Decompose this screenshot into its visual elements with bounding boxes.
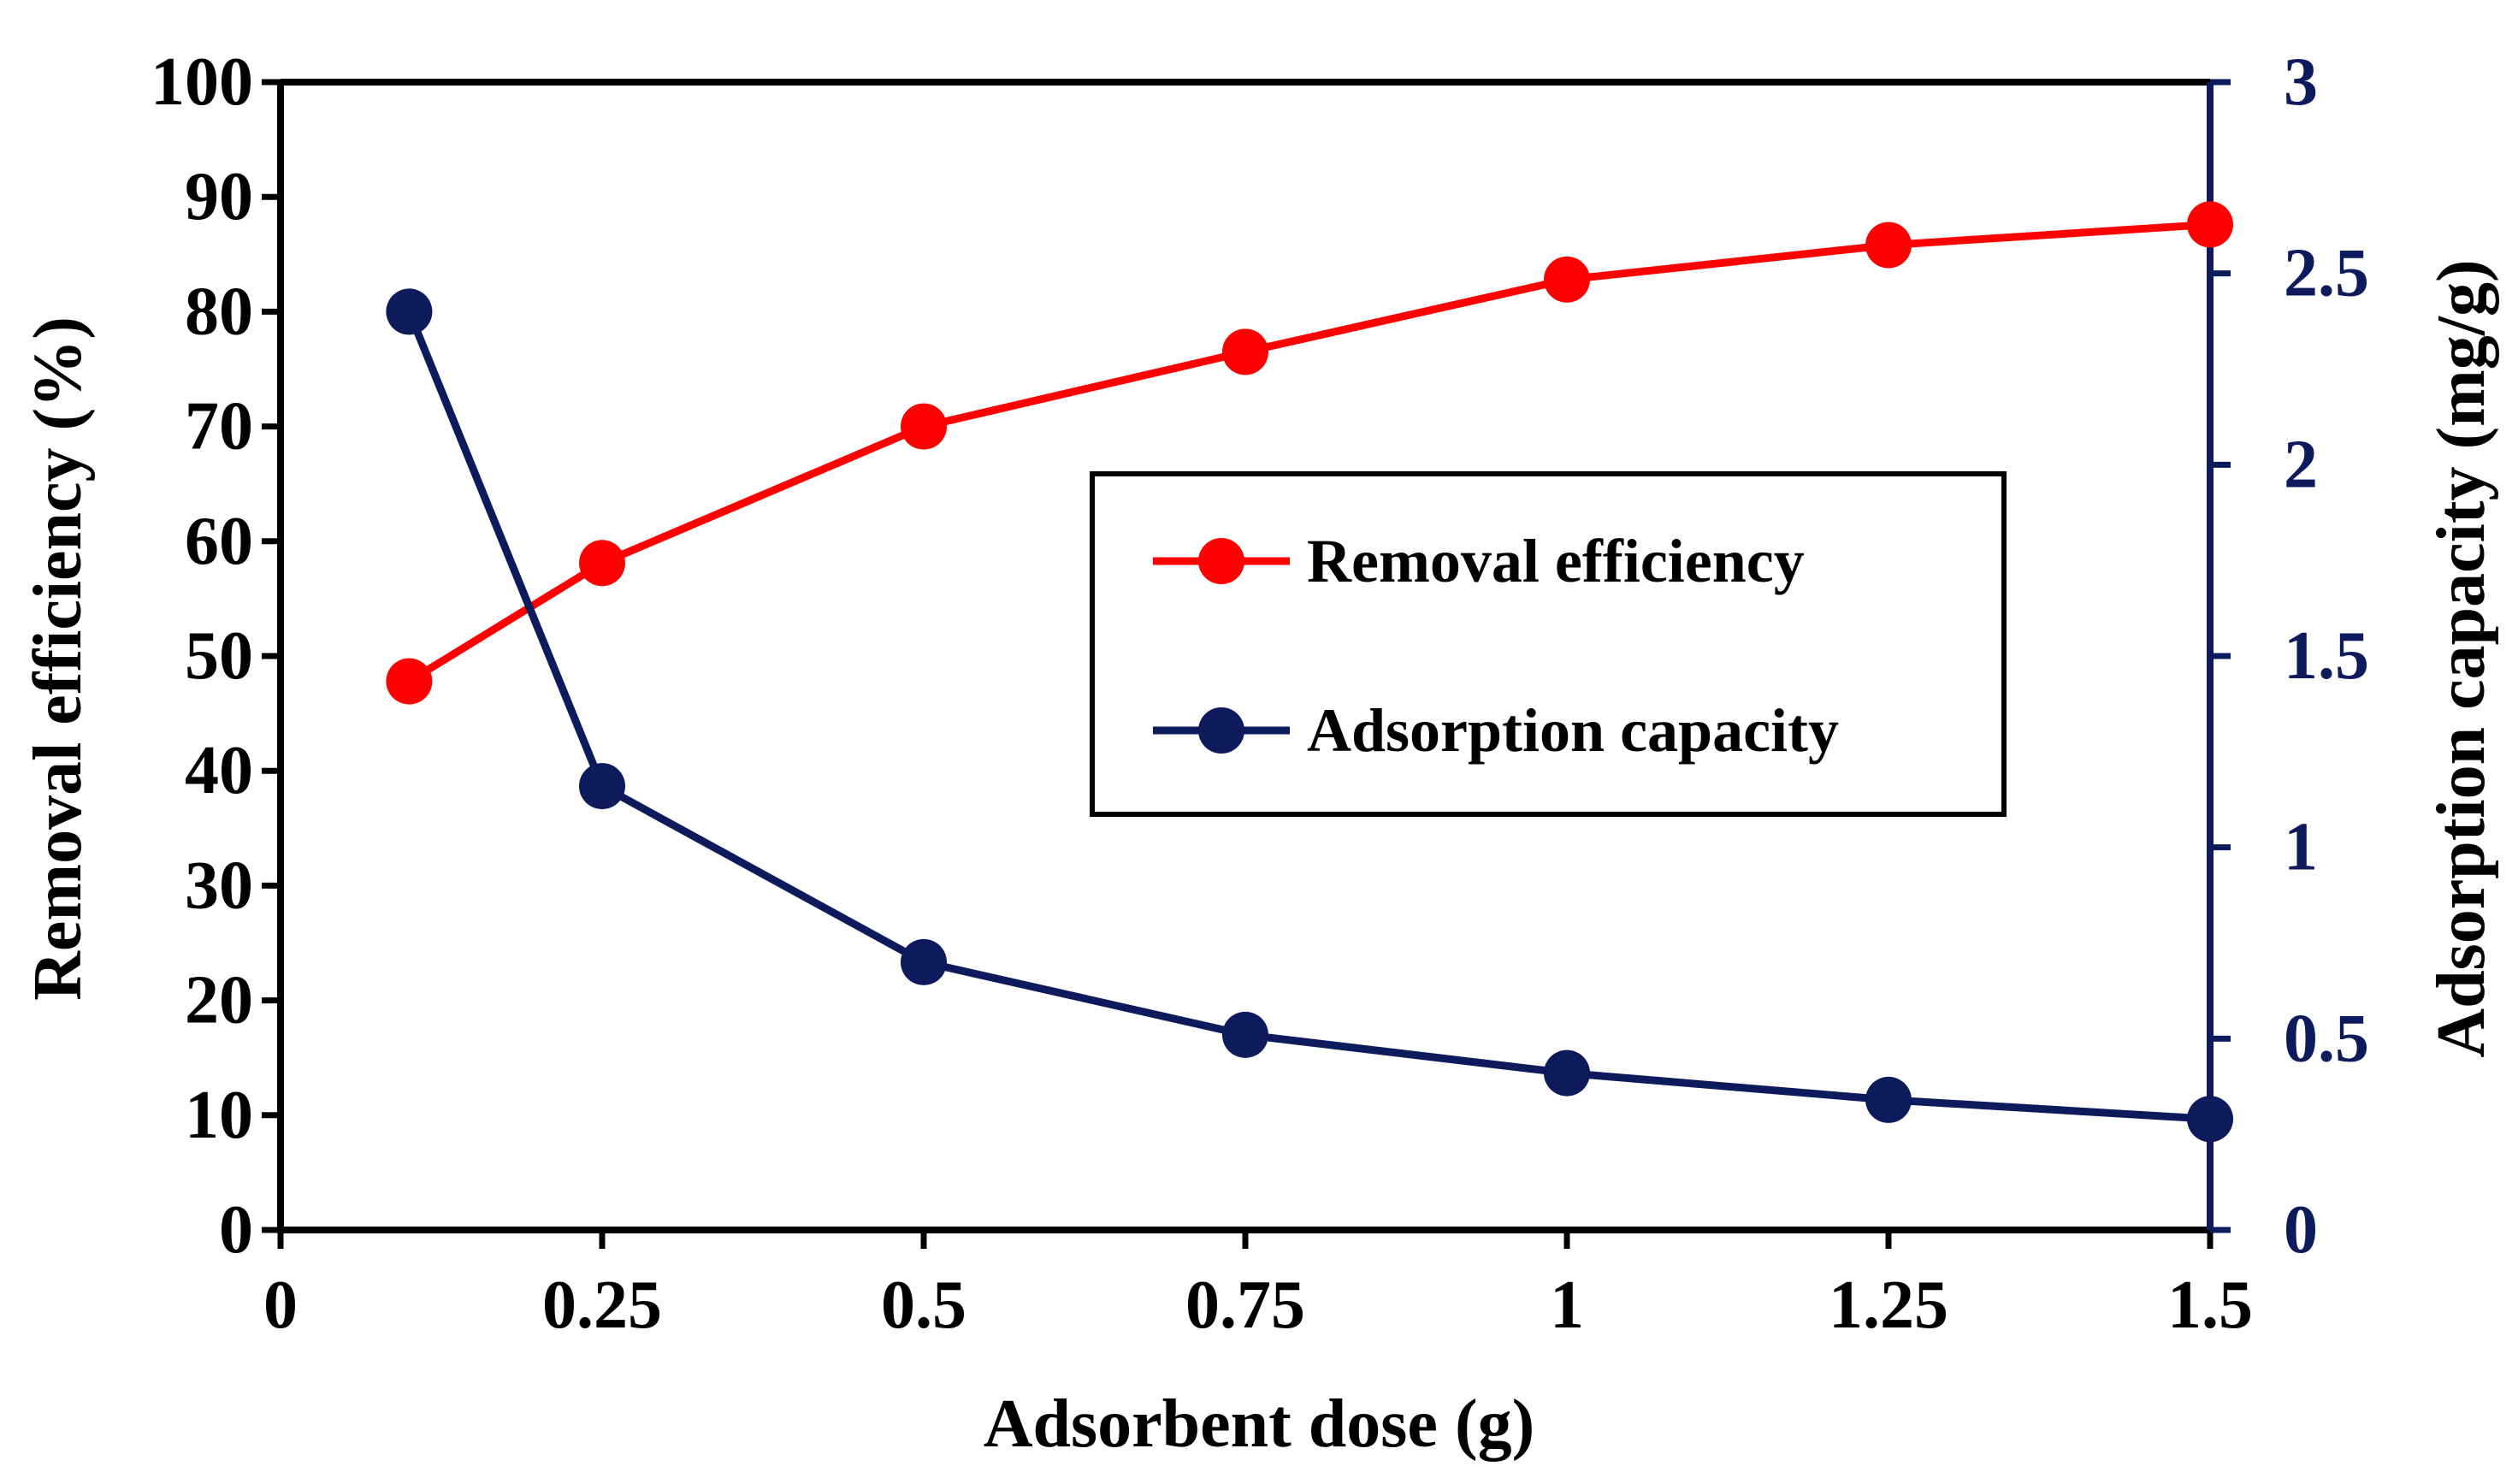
y-tick-label: 100 <box>151 44 253 120</box>
y-tick-label: 60 <box>185 504 253 579</box>
axes: 0 0.25 0.5 0.75 1 1.25 1.501020304050607080901… <box>151 44 2369 1343</box>
legend-marker-adsorption-capacity <box>1198 707 1244 754</box>
data-point-adsorption-capacity <box>901 938 947 985</box>
data-point-adsorption-capacity <box>579 763 625 810</box>
x-tick-label: 0 <box>263 1268 298 1343</box>
y-axis-title: Removal efficiency (%) <box>21 316 96 1001</box>
y2-tick-label: 2.5 <box>2284 236 2369 311</box>
data-point-removal-efficiency <box>1222 328 1268 375</box>
y-tick-label: 30 <box>185 848 253 923</box>
y-tick-label: 40 <box>185 733 253 808</box>
data-point-removal-efficiency <box>386 658 433 705</box>
y2-tick-label: 0 <box>2284 1192 2318 1268</box>
y2-axis-title: Adsorption capacity (mg/g) <box>2424 259 2499 1057</box>
y2-tick-label: 2 <box>2284 427 2318 502</box>
x-tick-label: 1.5 <box>2167 1268 2253 1343</box>
legend: Removal efficiency Adsorption capacity <box>1090 471 2007 817</box>
y2-tick-label: 0.5 <box>2284 1001 2369 1076</box>
y-tick-label: 0 <box>219 1192 253 1268</box>
data-point-adsorption-capacity <box>1544 1049 1590 1097</box>
x-tick-label: 0.25 <box>542 1268 662 1343</box>
y-tick-label: 20 <box>185 963 253 1038</box>
y-tick-label: 10 <box>185 1078 253 1153</box>
legend-label-removal-efficiency: Removal efficiency <box>1307 527 1805 595</box>
y-tick-label: 80 <box>185 274 253 349</box>
data-point-adsorption-capacity <box>1865 1076 1912 1123</box>
legend-box <box>1090 471 2007 817</box>
legend-marker-removal-efficiency <box>1198 538 1244 584</box>
legend-label-adsorption-capacity: Adsorption capacity <box>1307 696 1839 765</box>
data-point-removal-efficiency <box>1544 256 1590 303</box>
data-point-removal-efficiency <box>1865 222 1912 269</box>
data-point-adsorption-capacity <box>1222 1011 1268 1058</box>
data-point-removal-efficiency <box>901 403 947 450</box>
x-tick-label: 0.75 <box>1185 1268 1305 1343</box>
y-tick-label: 50 <box>185 618 253 694</box>
x-tick-label: 1 <box>1550 1268 1584 1343</box>
y2-tick-label: 1.5 <box>2284 618 2369 694</box>
series-layer <box>386 201 2233 1143</box>
y2-tick-label: 1 <box>2284 810 2318 885</box>
x-tick-label: 1.25 <box>1829 1268 1948 1343</box>
y2-tick-label: 3 <box>2284 44 2318 120</box>
x-axis-title: Adsorbent dose (g) <box>984 1386 1534 1462</box>
data-point-adsorption-capacity <box>386 288 433 335</box>
x-tick-label: 0.5 <box>881 1268 966 1343</box>
data-point-removal-efficiency <box>2187 201 2233 248</box>
y-tick-label: 90 <box>185 159 253 234</box>
data-point-adsorption-capacity <box>2187 1096 2233 1143</box>
y-tick-label: 70 <box>185 389 253 464</box>
data-point-removal-efficiency <box>579 540 625 587</box>
